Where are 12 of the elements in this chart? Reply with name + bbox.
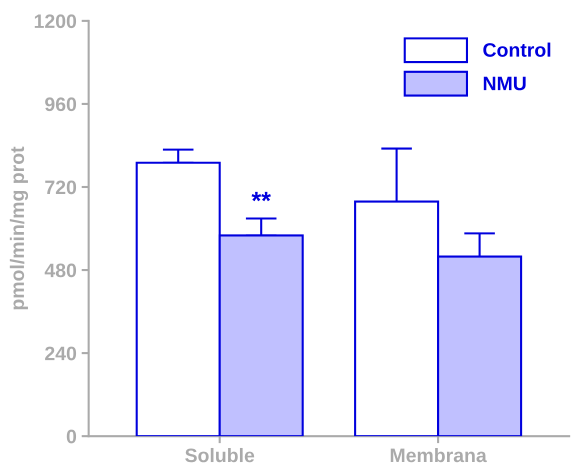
legend-label: Control	[483, 42, 550, 57]
y-tick-label: 240	[45, 346, 76, 360]
y-tick-label: 1200	[34, 14, 76, 28]
y-tick-label: 480	[44, 264, 76, 278]
y-axis-title: pmol/min/mg prot	[10, 146, 28, 310]
y-tick-label: 0	[66, 430, 76, 444]
x-tick-label: Soluble	[185, 448, 254, 462]
y-tick-label: 960	[45, 97, 76, 112]
legend-label: NMU	[484, 76, 526, 90]
y-tick-label: 720	[45, 180, 76, 194]
x-tick-label: Membrana	[390, 448, 487, 462]
annotation: **	[252, 192, 271, 202]
